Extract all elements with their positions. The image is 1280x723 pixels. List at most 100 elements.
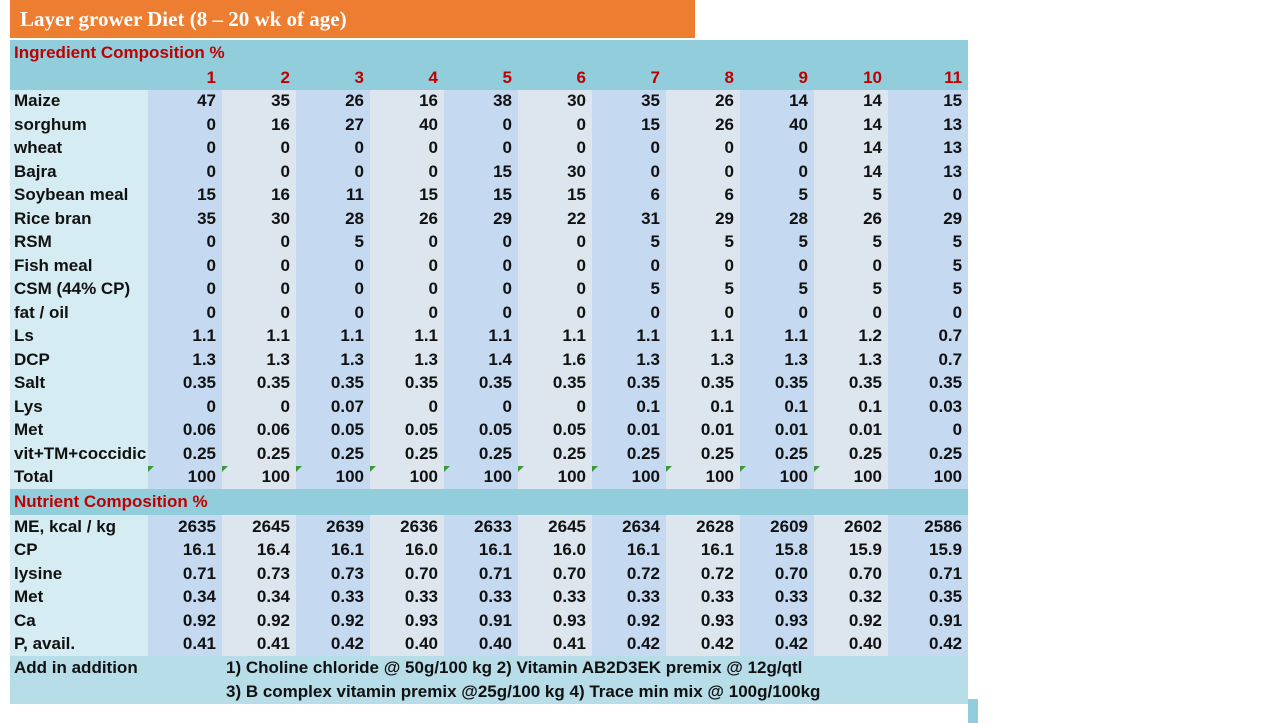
- cell-value: 0.40: [814, 632, 888, 656]
- row-label: Ls: [10, 324, 148, 348]
- cell-value: 0.35: [518, 371, 592, 395]
- cell-value: 15: [444, 183, 518, 207]
- cell-value: 0.42: [592, 632, 666, 656]
- error-indicator-icon: [148, 465, 154, 472]
- cell-value: 0: [296, 277, 370, 301]
- cell-value: 16: [222, 183, 296, 207]
- cell-value: 0: [370, 136, 444, 160]
- addition-row: Add in addition 1) Choline chloride @ 50g…: [10, 656, 969, 680]
- cell-value: 0: [148, 254, 222, 278]
- cell-value: 0.72: [592, 562, 666, 586]
- ingredient-row: vit+TM+coccidic 0.25 0.25 0.25 0.25 0.25 0.25 0…: [10, 442, 969, 466]
- cell-value: 0: [148, 395, 222, 419]
- cell-value: 1.4: [444, 348, 518, 372]
- cell-value: 0: [518, 230, 592, 254]
- ingredient-section-title: Ingredient Composition %: [10, 40, 969, 66]
- cell-value: 0: [740, 136, 814, 160]
- ingredient-row: Lys 0 0 0.07 0 0 0 0.1 0.1 0.1 0.1 0.03: [10, 395, 969, 419]
- row-label: CP: [10, 538, 148, 562]
- cell-value: 0: [888, 183, 969, 207]
- cell-value: 16: [222, 113, 296, 137]
- ingredient-row: wheat 0 0 0 0 0 0 0 0 0 14 13: [10, 136, 969, 160]
- ingredient-row: Met 0.06 0.06 0.05 0.05 0.05 0.05 0.01 0.01 0.01 0…: [10, 418, 969, 442]
- ingredient-row: RSM 0 0 5 0 0 0 5 5 5 5 5: [10, 230, 969, 254]
- cell-value: 0: [888, 301, 969, 325]
- cell-value: 5: [666, 230, 740, 254]
- cell-value: 0: [740, 160, 814, 184]
- cell-value: 0: [148, 301, 222, 325]
- cell-value: 0.93: [740, 609, 814, 633]
- cell-value: 0.05: [518, 418, 592, 442]
- cell-value: 0.25: [740, 442, 814, 466]
- cell-value: 0: [518, 113, 592, 137]
- cell-value: 35: [222, 89, 296, 113]
- ingredient-section-header: Ingredient Composition %: [10, 40, 969, 66]
- cell-value: 0.40: [370, 632, 444, 656]
- cell-value: 0: [296, 136, 370, 160]
- row-label: Maize: [10, 89, 148, 113]
- cell-value: 0.91: [888, 609, 969, 633]
- cell-value: 16: [370, 89, 444, 113]
- cell-value: 0.92: [148, 609, 222, 633]
- ingredient-row: DCP 1.3 1.3 1.3 1.3 1.4 1.6 1.3 1.3 1.3 1.3 0.7: [10, 348, 969, 372]
- row-label: Met: [10, 585, 148, 609]
- cell-value: 0.35: [148, 371, 222, 395]
- cell-value: 5: [666, 277, 740, 301]
- cell-value: 0: [370, 230, 444, 254]
- cell-value: 0.01: [740, 418, 814, 442]
- cell-value: 0: [444, 395, 518, 419]
- cell-value: 0: [592, 136, 666, 160]
- cell-value: 1.1: [518, 324, 592, 348]
- cell-value: 30: [518, 89, 592, 113]
- cell-value: 38: [444, 89, 518, 113]
- error-indicator-icon: [370, 465, 376, 472]
- cell-value: 0: [370, 301, 444, 325]
- cell-value: 5: [592, 230, 666, 254]
- cell-value: 1.3: [296, 348, 370, 372]
- cell-value: 2645: [518, 515, 592, 539]
- cell-value: 0.91: [444, 609, 518, 633]
- cell-value: 0.73: [222, 562, 296, 586]
- column-number-7: 7: [592, 66, 666, 90]
- ingredient-row: fat / oil 0 0 0 0 0 0 0 0 0 0 0: [10, 301, 969, 325]
- row-label: Met: [10, 418, 148, 442]
- cell-value: 100: [222, 465, 296, 489]
- cell-value: 0.1: [814, 395, 888, 419]
- cell-value: 1.1: [296, 324, 370, 348]
- cell-value: 0.05: [296, 418, 370, 442]
- cell-value: 40: [370, 113, 444, 137]
- cell-value: 0.33: [518, 585, 592, 609]
- cell-value: 0: [666, 160, 740, 184]
- cell-value: 0: [148, 230, 222, 254]
- addition-row: 3) B complex vitamin premix @25g/100 kg …: [10, 680, 969, 704]
- cell-value: 0.42: [740, 632, 814, 656]
- nutrient-row: P, avail. 0.41 0.41 0.42 0.40 0.40 0.41 0.42 0.4…: [10, 632, 969, 656]
- cell-value: 0.35: [814, 371, 888, 395]
- cell-value: 0.42: [666, 632, 740, 656]
- cell-value: 0.71: [444, 562, 518, 586]
- cell-value: 0.92: [222, 609, 296, 633]
- addition-label: Add in addition: [10, 656, 148, 680]
- cell-value: 0.41: [518, 632, 592, 656]
- cell-value: 22: [518, 207, 592, 231]
- cell-value: 0: [592, 160, 666, 184]
- column-number-2: 2: [222, 66, 296, 90]
- cell-value: 0: [222, 230, 296, 254]
- cell-value: 16.1: [444, 538, 518, 562]
- cell-value: 15: [888, 89, 969, 113]
- ingredient-row: CSM (44% CP) 0 0 0 0 0 0 5 5 5 5 5: [10, 277, 969, 301]
- column-number-3: 3: [296, 66, 370, 90]
- nutrient-row: Met 0.34 0.34 0.33 0.33 0.33 0.33 0.33 0.33 0.33 0…: [10, 585, 969, 609]
- cell-value: 0: [148, 277, 222, 301]
- cell-value: 0.33: [666, 585, 740, 609]
- cell-value: 0.01: [814, 418, 888, 442]
- cell-value: 0.7: [888, 348, 969, 372]
- cell-value: 0: [148, 136, 222, 160]
- cell-value: 0: [740, 254, 814, 278]
- cell-value: 0.05: [444, 418, 518, 442]
- cell-value: 100: [296, 465, 370, 489]
- cell-value: 0.93: [518, 609, 592, 633]
- cell-value: 2628: [666, 515, 740, 539]
- cell-value: 0: [518, 301, 592, 325]
- column-number-11: 11: [888, 66, 969, 90]
